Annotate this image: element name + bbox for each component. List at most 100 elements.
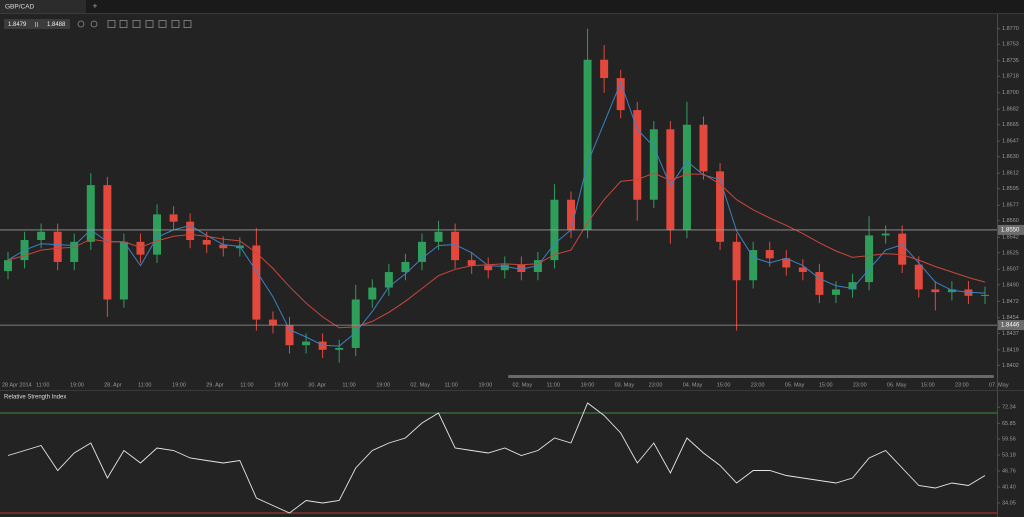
candle-body — [169, 214, 178, 222]
moving-average — [7, 81, 986, 347]
candle-body — [616, 78, 625, 111]
candle-body — [417, 241, 426, 262]
candle-body — [732, 241, 741, 281]
y-tick-label: 1.8665 — [1002, 122, 1019, 128]
bid-price: 1.8479 — [8, 22, 27, 28]
rsi-line — [7, 402, 986, 514]
y-tick-label: 53.18 — [1002, 453, 1016, 459]
x-tick-label: 11:00 — [342, 382, 355, 388]
moving-average — [7, 172, 986, 329]
candle-body — [815, 272, 824, 295]
candle-body — [119, 241, 128, 300]
tab[interactable] — [0, 0, 86, 13]
candle-body — [467, 260, 476, 266]
icon — [37, 22, 38, 27]
y-tick-label: 72.34 — [1002, 405, 1016, 411]
x-tick-label: 15:00 — [819, 382, 833, 388]
candle-body — [649, 129, 658, 200]
y-tick-label: 40.40 — [1002, 484, 1016, 490]
candle-body — [53, 231, 62, 262]
scrollbar[interactable] — [508, 375, 994, 378]
x-tick-label: 29. Apr — [206, 382, 224, 388]
y-tick-label: 1.8454 — [1002, 315, 1019, 321]
tab-bar — [0, 0, 1024, 13]
candle-body — [136, 241, 145, 255]
x-tick-label: 02. May — [513, 382, 533, 388]
tool[interactable] — [145, 20, 154, 28]
tab-title[interactable]: GBP/CAD — [5, 4, 35, 11]
x-tick-label: 23:00 — [955, 382, 969, 388]
candle-body — [517, 264, 526, 273]
y-tick-label: 1.8472 — [1002, 299, 1019, 305]
x-tick-label: 23:00 — [853, 382, 867, 388]
candle-body — [782, 258, 791, 268]
y-tick-label: 34.05 — [1002, 500, 1016, 506]
x-tick-label: 11:00 — [444, 382, 457, 388]
candle-body — [633, 110, 642, 200]
candle-body — [384, 272, 393, 288]
candle-body — [865, 235, 874, 283]
candle-body — [716, 171, 725, 242]
x-tick-label: 07. May — [989, 382, 1009, 388]
x-tick-label: 19:00 — [172, 382, 186, 388]
candle-body — [268, 319, 277, 326]
candle-body — [583, 59, 592, 230]
candle-body — [202, 240, 211, 245]
x-tick-label: 11:00 — [36, 382, 49, 388]
candle-body — [484, 265, 493, 271]
y-tick-label: 59.56 — [1002, 437, 1016, 443]
tool[interactable] — [171, 20, 180, 28]
tool[interactable] — [119, 20, 128, 28]
x-tick-label: 19:00 — [478, 382, 492, 388]
x-tick-label: 15:00 — [921, 382, 935, 388]
x-tick-label: 19:00 — [70, 382, 84, 388]
y-tick-label: 1.8753 — [1002, 42, 1019, 48]
candle-body — [914, 264, 923, 290]
x-tick-label: 28 Apr 2014 — [2, 382, 32, 388]
tool[interactable] — [158, 20, 167, 28]
candle-body — [252, 245, 261, 320]
y-tick-label: 1.8770 — [1002, 26, 1019, 32]
tool[interactable] — [183, 20, 192, 28]
zoom-in[interactable] — [77, 20, 85, 28]
indicator-title: Relative Strength Index — [4, 395, 66, 401]
y-tick-label: 1.8595 — [1002, 186, 1019, 192]
y-tick-label: 1.8402 — [1002, 363, 1019, 369]
zoom-out[interactable] — [90, 20, 98, 28]
y-tick-label: 1.8577 — [1002, 203, 1019, 209]
y-tick-label: 1.8630 — [1002, 154, 1019, 160]
y-tick-label: 46.76 — [1002, 469, 1016, 475]
x-tick-label: 03. May — [615, 382, 635, 388]
candle-body — [500, 264, 509, 271]
candle-body — [368, 287, 377, 300]
tool[interactable] — [132, 20, 141, 28]
candle-body — [600, 59, 609, 79]
candle-body — [666, 129, 675, 230]
candle-body — [86, 185, 95, 242]
y-tick-label: 1.8507 — [1002, 267, 1019, 273]
x-tick-label: 30. Apr — [308, 382, 326, 388]
x-tick-label: 19:00 — [581, 382, 595, 388]
y-tick-label: 1.8735 — [1002, 58, 1019, 64]
x-tick-label: 11:00 — [547, 382, 560, 388]
candle-body — [153, 214, 162, 255]
x-tick-label: 23:00 — [649, 382, 663, 388]
candle-body — [898, 233, 907, 265]
candle-body — [219, 244, 228, 249]
ask-price: 1.8488 — [47, 22, 66, 28]
candle-body — [765, 250, 774, 259]
level-label: 1.8446 — [1001, 323, 1020, 329]
x-tick-label: 02. May — [410, 382, 430, 388]
y-tick-label: 1.8542 — [1002, 235, 1019, 241]
x-tick-label: 11:00 — [240, 382, 253, 388]
y-tick-label: 1.8437 — [1002, 331, 1019, 337]
tool[interactable] — [107, 20, 116, 28]
icon — [35, 22, 36, 27]
add-tab[interactable]: + — [93, 2, 98, 11]
y-tick-label: 1.8612 — [1002, 171, 1019, 177]
candle-body — [70, 241, 79, 262]
y-tick-label: 65.85 — [1002, 421, 1016, 427]
